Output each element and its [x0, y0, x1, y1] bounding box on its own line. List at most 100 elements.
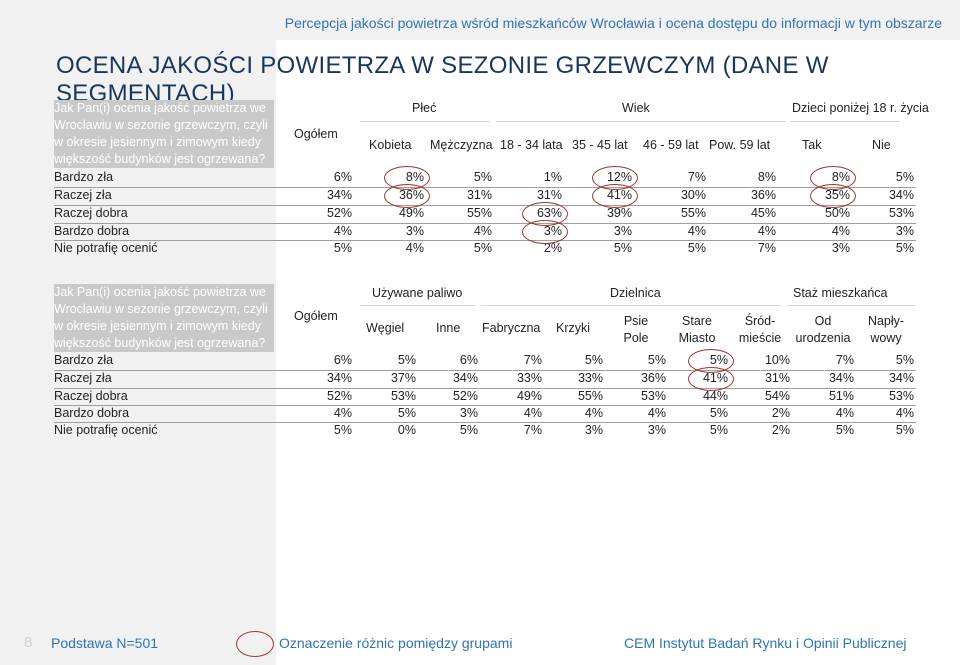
table-cell: 63% — [536, 206, 562, 220]
col-header-18-34: 18 - 34 lata — [500, 138, 563, 152]
row-label: Nie potrafię ocenić — [54, 423, 158, 437]
group-header-wiek: Wiek — [622, 101, 650, 115]
row-label: Bardzo zła — [54, 353, 114, 367]
row-divider — [54, 223, 916, 224]
presentation-title: Percepcja jakości powietrza wśród mieszk… — [284, 15, 942, 31]
table-cell: 5% — [895, 170, 914, 184]
table-cell: 4% — [405, 241, 424, 255]
group-header-dzielnica: Dzielnica — [610, 286, 661, 300]
table-cell: 6% — [459, 353, 478, 367]
table-cell: 0% — [397, 423, 416, 437]
question-text-1: Jak Pan(i) ocenia jakość powietrza we Wr… — [54, 100, 274, 168]
table-cell: 4% — [333, 406, 352, 420]
table-cell: 7% — [835, 353, 854, 367]
table-cell: 50% — [824, 206, 850, 220]
table-cell: 39% — [606, 206, 632, 220]
table-cell: 3% — [895, 224, 914, 238]
table-cell: 49% — [398, 206, 424, 220]
group-header-plec: Płeć — [412, 101, 437, 115]
table-cell: 4% — [647, 406, 666, 420]
row-label: Bardzo dobra — [54, 406, 130, 420]
table-cell: 6% — [333, 353, 352, 367]
table-cell: 4% — [835, 406, 854, 420]
table-cell: 4% — [473, 224, 492, 238]
col-header-srodmiescie: Śród-mieście — [738, 314, 782, 345]
table-cell: 7% — [523, 353, 542, 367]
table-cell: 4% — [523, 406, 542, 420]
table-cell: 5% — [333, 241, 352, 255]
group-underline-staz — [787, 305, 915, 306]
col-header-46-59: 46 - 59 lat — [643, 138, 699, 152]
table-cell: 5% — [895, 241, 914, 255]
group-underline-dzieci — [790, 121, 900, 122]
page-number: 8 — [24, 634, 33, 651]
table-cell: 52% — [452, 389, 478, 403]
table-cell: 10% — [764, 353, 790, 367]
table-cell: 5% — [895, 423, 914, 437]
question-text-2: Jak Pan(i) ocenia jakość powietrza we Wr… — [54, 284, 274, 352]
col-header-wegiel: Węgiel — [366, 321, 405, 335]
table-cell: 33% — [577, 371, 603, 385]
table-cell: 5% — [709, 423, 728, 437]
table-cell: 5% — [333, 423, 352, 437]
row-label: Nie potrafię ocenić — [54, 241, 158, 255]
row-divider — [54, 422, 916, 423]
table-cell: 5% — [473, 241, 492, 255]
group-header-dzieci: Dzieci poniżej 18 r. życia — [792, 101, 929, 115]
col-header-pow-59: Pow. 59 lat — [709, 138, 771, 152]
table-cell: 55% — [577, 389, 603, 403]
row-divider — [54, 370, 916, 371]
table-cell: 12% — [606, 170, 632, 184]
col-header-mezczyzna: Mężczyzna — [430, 138, 493, 152]
table-cell: 49% — [516, 389, 542, 403]
row-label: Raczej dobra — [54, 206, 128, 220]
table-cell: 4% — [757, 224, 776, 238]
table-cell: 8% — [405, 170, 424, 184]
col-header-35-45: 35 - 45 lat — [572, 138, 628, 152]
table-cell: 3% — [543, 224, 562, 238]
table-cell: 52% — [326, 206, 352, 220]
table-cell: 53% — [888, 206, 914, 220]
table-cell: 5% — [397, 406, 416, 420]
row-divider — [54, 405, 916, 406]
table-cell: 37% — [390, 371, 416, 385]
table-cell: 45% — [750, 206, 776, 220]
table-cell: 41% — [606, 188, 632, 202]
table-cell: 34% — [452, 371, 478, 385]
row-label: Bardzo dobra — [54, 224, 130, 238]
table-cell: 3% — [647, 423, 666, 437]
row-divider — [54, 388, 916, 389]
row-label: Raczej dobra — [54, 389, 128, 403]
table-cell: 7% — [523, 423, 542, 437]
table-cell: 3% — [613, 224, 632, 238]
company-name: CEM Instytut Badań Rynku i Opinii Public… — [624, 635, 907, 651]
group-header-staz: Staż mieszkańca — [793, 286, 888, 300]
table-cell: 5% — [613, 241, 632, 255]
table-cell: 2% — [543, 241, 562, 255]
table-cell: 8% — [831, 170, 850, 184]
col-total-header-1: Ogółem — [294, 127, 338, 141]
table-cell: 3% — [459, 406, 478, 420]
table-cell: 31% — [536, 188, 562, 202]
table-cell: 8% — [757, 170, 776, 184]
table-cell: 3% — [584, 423, 603, 437]
col-header-krzyki: Krzyki — [556, 321, 591, 335]
table-cell: 7% — [757, 241, 776, 255]
table-cell: 4% — [687, 224, 706, 238]
top-bar: Percepcja jakości powietrza wśród mieszk… — [276, 0, 960, 40]
row-divider — [54, 240, 916, 241]
table-cell: 34% — [828, 371, 854, 385]
row-label: Raczej zła — [54, 371, 112, 385]
table-cell: 7% — [687, 170, 706, 184]
col-header-stare-miasto: Stare Miasto — [678, 314, 716, 345]
row-label: Bardzo zła — [54, 170, 114, 184]
table-cell: 34% — [326, 371, 352, 385]
table-cell: 3% — [405, 224, 424, 238]
group-underline-wiek — [496, 121, 786, 122]
table-cell: 5% — [709, 406, 728, 420]
table-cell: 34% — [888, 371, 914, 385]
sample-base: Podstawa N=501 — [51, 635, 159, 651]
table-cell: 5% — [709, 353, 728, 367]
table-cell: 44% — [702, 389, 728, 403]
table-cell: 4% — [584, 406, 603, 420]
